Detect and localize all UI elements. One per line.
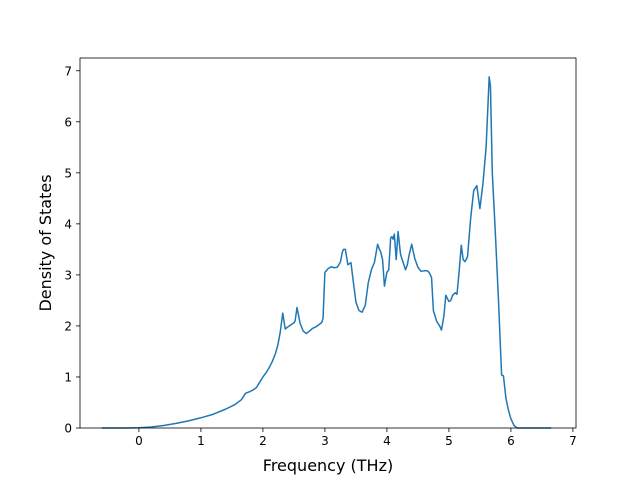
tick-layer: 0 1 2 3 4 5 6 7 0 1 2 3 4 5 6 7 (64, 64, 576, 448)
y-tick-label: 6 (64, 115, 72, 129)
y-tick-label: 5 (64, 166, 72, 180)
x-tick-label: 6 (507, 434, 515, 448)
y-tick-label: 1 (64, 370, 72, 384)
x-tick-label: 7 (569, 434, 577, 448)
y-tick-label: 4 (64, 217, 72, 231)
x-tick-label: 2 (259, 434, 267, 448)
y-tick-label: 0 (64, 422, 72, 436)
y-tick-label: 3 (64, 268, 72, 282)
x-tick-label: 0 (135, 434, 143, 448)
plot-frame (79, 57, 577, 429)
y-axis-label: Density of States (36, 174, 55, 311)
x-tick-label: 5 (445, 434, 453, 448)
y-tick-label: 2 (64, 319, 72, 333)
x-tick-label: 4 (383, 434, 391, 448)
x-tick-label: 3 (321, 434, 329, 448)
y-tick-label: 7 (64, 64, 72, 78)
density-of-states-line (101, 76, 552, 429)
x-axis-label: Frequency (THz) (263, 456, 393, 475)
x-tick-label: 1 (197, 434, 205, 448)
